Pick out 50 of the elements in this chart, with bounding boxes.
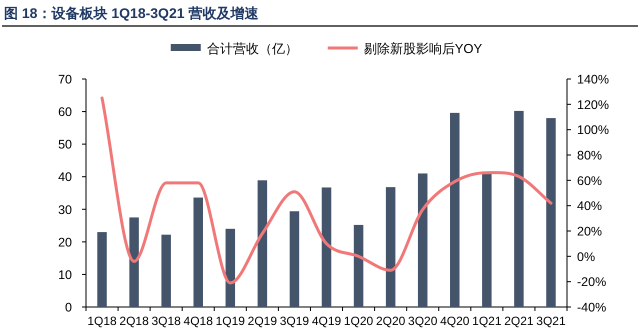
y2-tick-label: 20% [577, 224, 602, 238]
y-tick-label: 60 [58, 105, 72, 120]
bar [386, 187, 396, 307]
bar [354, 224, 364, 307]
x-tick-label: 4Q18 [184, 314, 214, 328]
x-tick-label: 2Q18 [119, 314, 150, 328]
bar [258, 180, 268, 307]
y2-tick-label: 140% [577, 72, 609, 86]
y-tick-label: 30 [58, 202, 72, 217]
y2-tick-label: -20% [577, 275, 606, 290]
bar [290, 211, 300, 307]
bar [129, 217, 139, 307]
legend-label: 剔除新股影响后YOY [364, 41, 483, 56]
bar [322, 187, 332, 307]
x-tick-label: 3Q21 [536, 314, 566, 328]
legend-label: 合计营收（亿） [206, 41, 298, 56]
bar [193, 198, 203, 307]
y-tick-label: 50 [58, 138, 72, 152]
bar [97, 232, 107, 307]
x-tick-label: 1Q20 [344, 314, 374, 328]
y2-tick-label: 80% [577, 148, 602, 162]
x-tick-label: 1Q18 [87, 314, 118, 328]
bar [226, 228, 236, 307]
x-tick-label: 3Q20 [408, 314, 438, 328]
y2-tick-label: 0% [577, 250, 596, 264]
y2-tick-label: 60% [577, 174, 602, 188]
y2-tick-label: 100% [577, 123, 609, 138]
y2-tick-label: -40% [577, 300, 606, 314]
bar [161, 234, 171, 307]
y2-tick-label: 120% [577, 98, 609, 112]
x-tick-label: 2Q21 [504, 314, 534, 328]
y-tick-label: 10 [58, 268, 72, 282]
y-tick-label: 70 [58, 72, 72, 86]
x-tick-label: 2Q20 [376, 314, 406, 328]
y-tick-label: 0 [65, 300, 72, 314]
x-tick-label: 3Q19 [280, 314, 310, 328]
bar [418, 173, 428, 307]
x-tick-label: 1Q19 [216, 314, 246, 328]
x-tick-label: 4Q20 [440, 314, 470, 328]
y2-tick-label: 40% [577, 199, 602, 214]
y-tick-label: 20 [58, 235, 72, 250]
bar [546, 118, 556, 307]
bar [450, 112, 460, 307]
x-tick-label: 4Q19 [312, 314, 342, 328]
x-tick-label: 3Q18 [151, 314, 182, 328]
x-tick-label: 2Q19 [248, 314, 278, 328]
x-tick-label: 1Q21 [472, 314, 502, 328]
bar [514, 110, 524, 307]
y-tick-label: 40 [58, 170, 72, 184]
chart-title: 图 18：设备板块 1Q18-3Q21 营收及增速 [4, 5, 260, 21]
